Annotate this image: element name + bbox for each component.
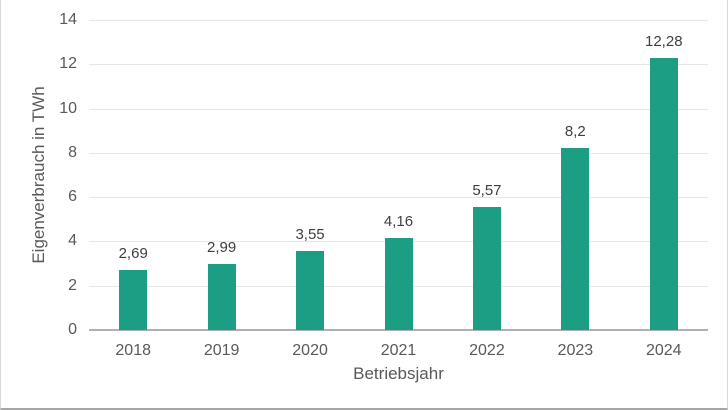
x-tick-label-2023: 2023 (557, 342, 594, 359)
x-tick-label-2024: 2024 (645, 342, 682, 359)
bar-2024 (649, 58, 678, 330)
x-tick-label-2020: 2020 (292, 342, 328, 359)
bar-2018 (119, 270, 148, 330)
gridline-8 (89, 152, 708, 154)
x-tick-label-2022: 2022 (469, 342, 505, 359)
bar-2022 (472, 206, 501, 330)
value-label-2019: 2,99 (207, 238, 237, 256)
value-label-2020: 3,55 (295, 226, 325, 244)
plot-area: 2,69 2,99 3,55 4,16 5,57 8,2 12,28 (89, 20, 708, 331)
y-tick-label-10: 10 (59, 99, 77, 117)
y-tick-label-2: 2 (68, 276, 77, 294)
x-tick-label-2019: 2019 (203, 342, 240, 359)
gridline-10 (89, 108, 708, 110)
y-tick-label-0: 0 (68, 321, 77, 338)
y-tick-label-6: 6 (68, 188, 77, 206)
y-tick-label-4: 4 (68, 232, 77, 250)
value-label-2018: 2,69 (118, 245, 148, 263)
bar-2019 (207, 263, 236, 330)
gridline-14 (89, 20, 708, 21)
y-tick-label-8: 8 (68, 143, 77, 161)
bar-2023 (561, 148, 590, 330)
x-tick-label-2018: 2018 (115, 342, 151, 359)
gridline-12 (89, 64, 708, 66)
value-label-2023: 8,2 (564, 123, 586, 141)
value-label-2022: 5,57 (472, 181, 502, 199)
x-axis-title: Betriebsjahr (353, 364, 444, 383)
x-tick-label-2021: 2021 (380, 342, 417, 359)
y-tick-label-14: 14 (59, 11, 77, 28)
y-tick-label-12: 12 (59, 55, 77, 73)
bar-2020 (296, 251, 325, 330)
x-axis-line (89, 329, 708, 331)
value-label-2021: 4,16 (383, 212, 414, 230)
value-label-2024: 12,28 (645, 33, 683, 51)
bar-2021 (384, 237, 413, 330)
gridline-6 (89, 197, 708, 199)
